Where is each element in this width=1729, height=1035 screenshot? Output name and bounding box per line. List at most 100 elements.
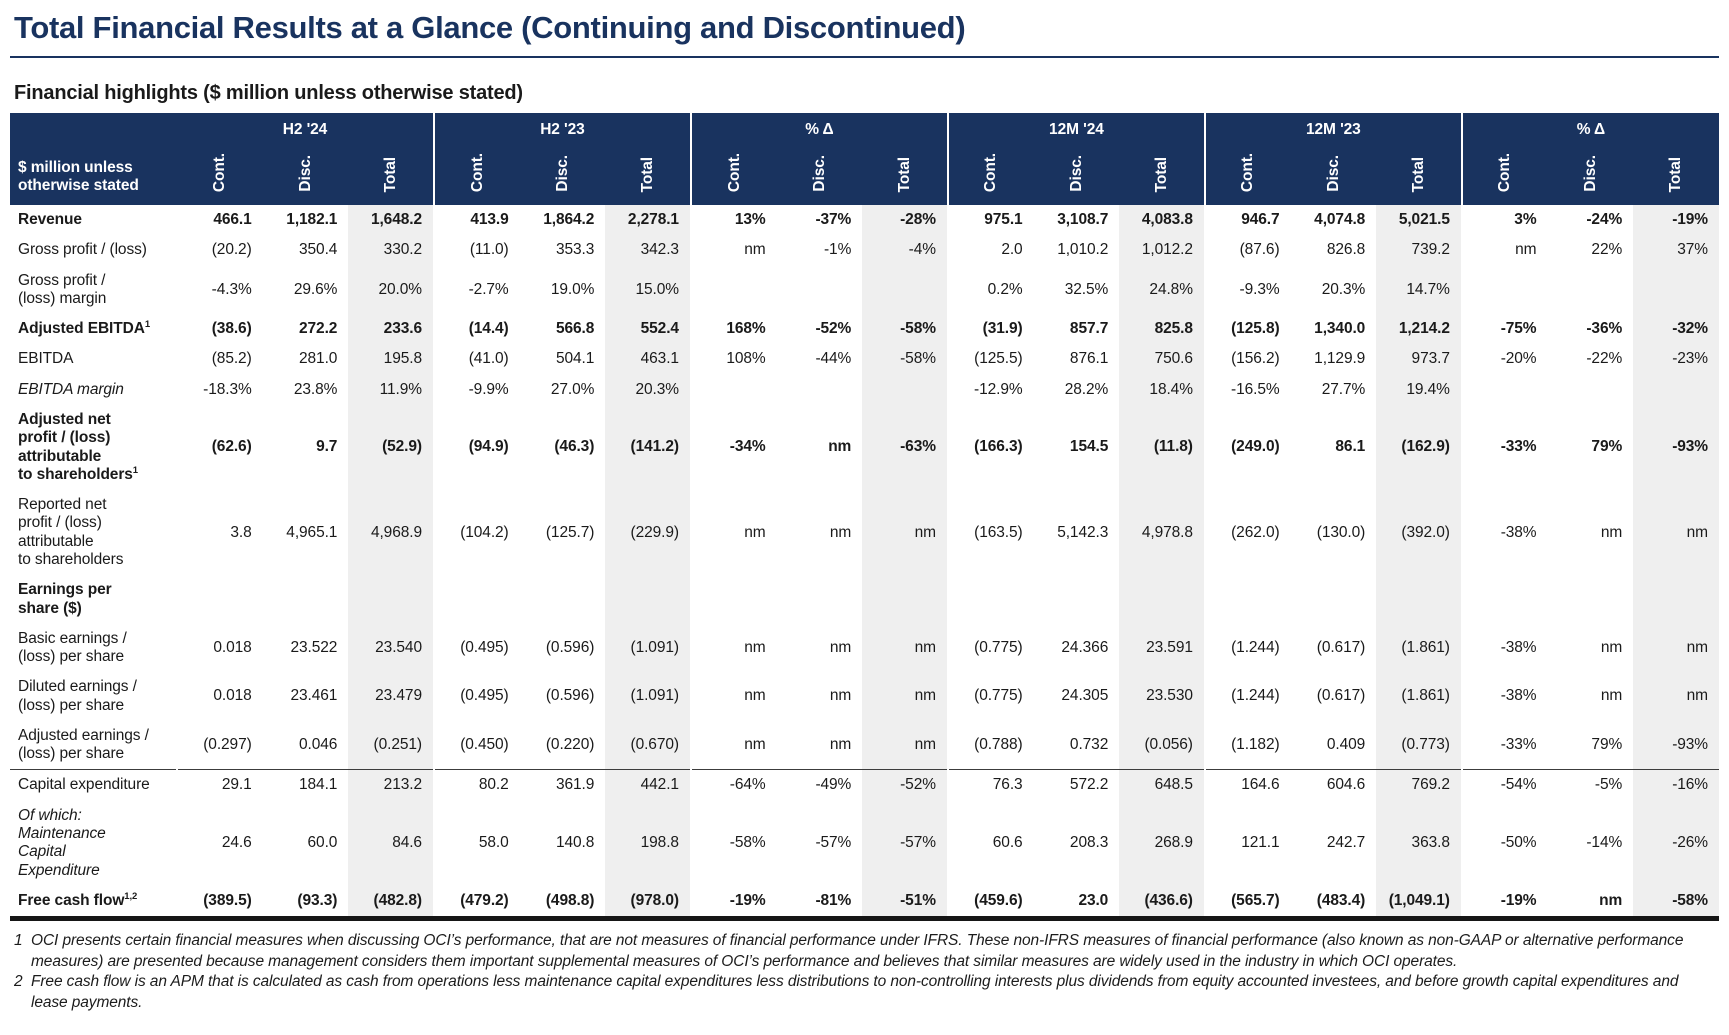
footnote-reference: 1,2 xyxy=(124,890,138,902)
value-cell: -4% xyxy=(862,235,948,266)
value-cell: -20% xyxy=(1460,344,1548,375)
value-cell: 37% xyxy=(1633,235,1719,266)
row-label: Free cash flow1,2 xyxy=(10,885,177,922)
value-cell: (482.8) xyxy=(348,885,434,922)
value-cell: 28.2% xyxy=(1064,380,1109,398)
value-cell: 24.8% xyxy=(1119,265,1205,315)
value-cell: (0.596) xyxy=(545,687,595,705)
subcolumn-header: Disc. xyxy=(776,145,863,205)
subcolumn-header-label: Total xyxy=(1409,156,1427,192)
value-cell: 14.7% xyxy=(1376,265,1462,315)
value-cell: (163.5) xyxy=(946,490,1034,576)
value-cell: nm xyxy=(1633,623,1719,673)
value-cell xyxy=(1376,575,1462,624)
value-cell: 769.2 xyxy=(1376,769,1462,801)
value-cell: 5,142.3 xyxy=(1057,523,1109,541)
value-cell: nm xyxy=(1633,490,1719,576)
table-row: Adjusted net profit / (loss) attributabl… xyxy=(10,404,1719,491)
value-cell xyxy=(777,375,863,405)
row-label: EBITDA margin xyxy=(18,380,124,398)
value-cell xyxy=(777,266,863,315)
value-cell: 353.3 xyxy=(555,241,595,259)
value-cell: (1.861) xyxy=(1376,623,1462,673)
value-cell: nm xyxy=(862,672,948,721)
value-cell: 20.3% xyxy=(1321,280,1366,298)
subcolumn-header-label: Disc. xyxy=(1324,155,1342,192)
value-cell: (459.6) xyxy=(946,885,1034,922)
value-cell: (62.6) xyxy=(176,404,263,491)
value-cell: 2,278.1 xyxy=(605,205,691,236)
value-cell: 1,010.2 xyxy=(1057,241,1109,259)
value-cell: (389.5) xyxy=(176,885,263,922)
value-cell: 24.305 xyxy=(1061,687,1109,705)
value-cell: (14.4) xyxy=(432,314,520,345)
subcolumn-header-label: Total xyxy=(381,156,399,192)
row-label: Reported net profit / (loss) attributabl… xyxy=(18,496,124,568)
value-cell xyxy=(1548,266,1634,315)
table-row: Diluted earnings / (loss) per share 0.018… xyxy=(10,672,1719,721)
value-cell: (85.2) xyxy=(176,344,263,375)
value-cell: -58% xyxy=(862,344,948,375)
value-cell xyxy=(862,374,948,405)
value-cell: 2.0 xyxy=(946,235,1034,266)
subcolumn-header-label: Total xyxy=(638,156,656,192)
row-label: Revenue xyxy=(18,211,82,228)
value-cell xyxy=(176,575,263,624)
value-cell: -9.3% xyxy=(1203,265,1291,315)
value-cell xyxy=(263,575,349,624)
value-cell: 195.8 xyxy=(348,344,434,375)
value-cell: (229.9) xyxy=(605,490,691,576)
value-cell: -93% xyxy=(1633,404,1719,491)
value-cell: -51% xyxy=(862,885,948,922)
value-cell: 19.4% xyxy=(1376,374,1462,405)
table-row: Free cash flow1,2 (389.5) (93.3) (482.8) (47… xyxy=(10,885,1719,922)
value-cell: -63% xyxy=(862,404,948,491)
value-cell: 84.6 xyxy=(348,800,434,886)
row-label: Earnings per share ($) xyxy=(18,581,112,617)
value-cell: 975.1 xyxy=(946,205,1034,236)
subcolumn-header: Total xyxy=(348,145,434,205)
value-cell: 0.018 xyxy=(176,623,263,673)
value-cell: -38% xyxy=(1460,623,1548,673)
value-cell: (11.0) xyxy=(432,235,520,266)
value-cell: nm xyxy=(862,490,948,576)
value-cell: 3% xyxy=(1460,205,1548,236)
value-cell: (0.617) xyxy=(1316,687,1366,705)
value-cell: nm xyxy=(689,720,777,770)
value-cell: 140.8 xyxy=(555,834,595,852)
value-cell: (0.775) xyxy=(946,623,1034,673)
value-cell: nm xyxy=(1547,885,1634,922)
value-cell: 3.8 xyxy=(176,490,263,576)
value-cell: 9.7 xyxy=(316,438,338,456)
value-cell: 242.7 xyxy=(1326,834,1366,852)
value-cell: 826.8 xyxy=(1326,241,1366,259)
value-cell: nm xyxy=(1460,235,1548,266)
footnote-reference: 1 xyxy=(144,318,150,330)
value-cell: (125.8) xyxy=(1203,314,1291,345)
value-cell: 79% xyxy=(1591,438,1623,456)
column-group-header: H2 '24 xyxy=(177,113,434,145)
value-cell xyxy=(689,575,777,624)
value-cell: -32% xyxy=(1633,314,1719,345)
value-cell: nm xyxy=(1600,687,1623,705)
value-cell: -24% xyxy=(1586,211,1623,228)
value-cell: (93.3) xyxy=(262,885,349,922)
value-cell: 572.2 xyxy=(1033,769,1120,801)
value-cell: 154.5 xyxy=(1069,438,1109,456)
value-cell: 750.6 xyxy=(1119,344,1205,375)
value-cell: (141.2) xyxy=(605,404,691,491)
value-cell: (1.861) xyxy=(1376,672,1462,721)
value-cell: 20.3% xyxy=(605,374,691,405)
value-cell: -54% xyxy=(1460,769,1548,801)
value-cell: 60.0 xyxy=(307,834,338,852)
subcolumn-header-label: Disc. xyxy=(1581,155,1599,192)
value-cell: 27.0% xyxy=(550,380,595,398)
value-cell: nm xyxy=(829,638,852,656)
column-group-header: % Δ xyxy=(1460,113,1719,145)
value-cell: 79% xyxy=(1591,736,1623,754)
value-cell: (978.0) xyxy=(605,885,691,922)
value-cell: -4.3% xyxy=(176,265,263,315)
value-cell: -50% xyxy=(1460,800,1548,886)
value-cell: (125.7) xyxy=(545,523,595,541)
value-cell: -12.9% xyxy=(946,374,1034,405)
